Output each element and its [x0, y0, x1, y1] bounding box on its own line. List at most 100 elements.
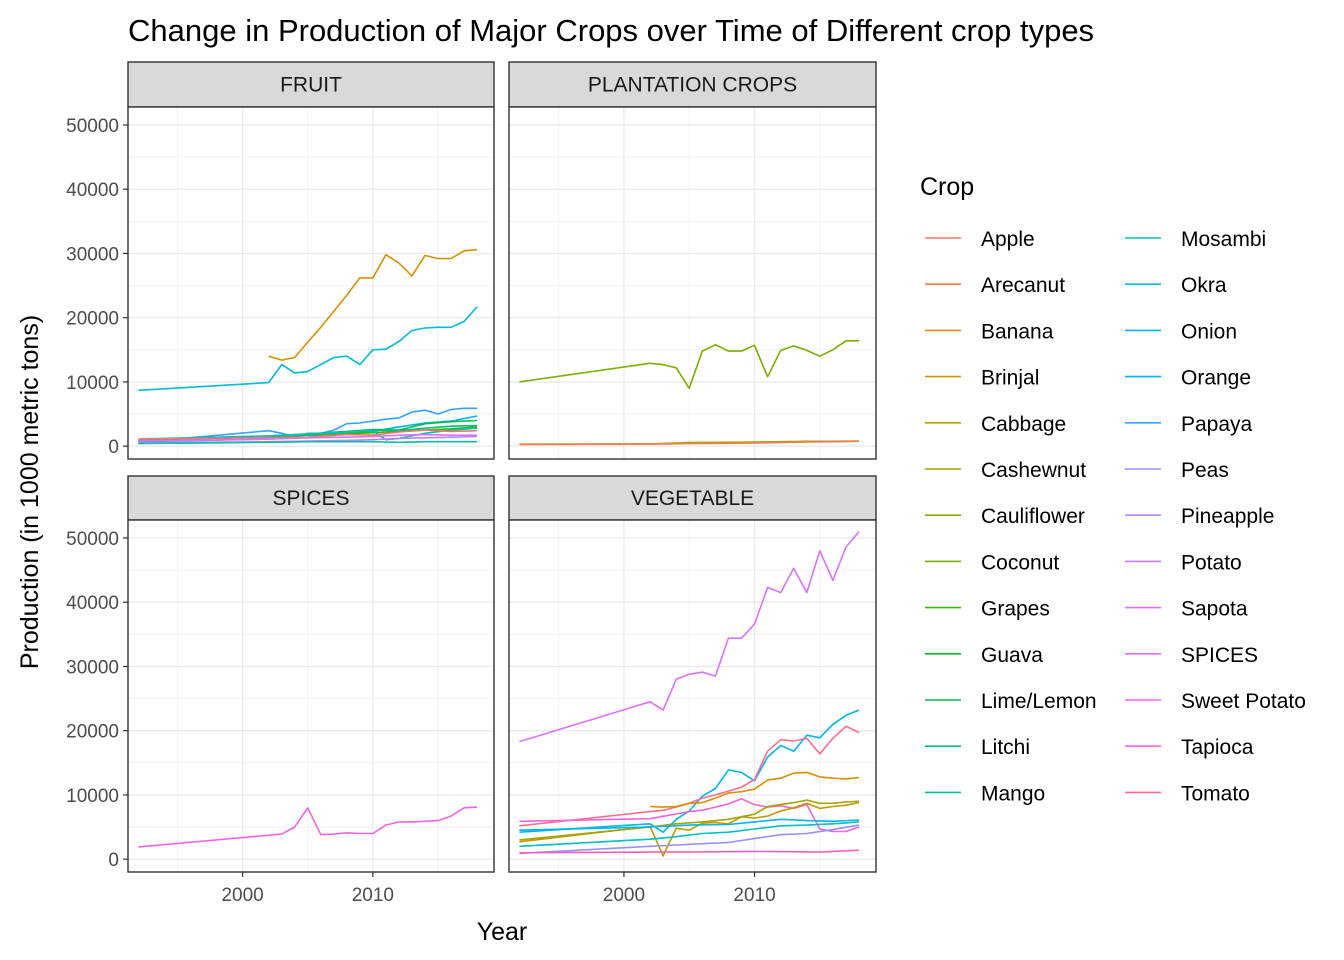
- facet-panel-plantation-crops: PLANTATION CROPS: [508, 61, 877, 460]
- legend-label: Lime/Lemon: [981, 690, 1097, 713]
- y-tick-label: 50000: [66, 529, 119, 550]
- x-tick-label: 2000: [221, 885, 263, 906]
- legend-item-tapioca: Tapioca: [1125, 736, 1254, 759]
- legend-label: Cabbage: [981, 413, 1066, 436]
- legend-label: Cashewnut: [981, 459, 1086, 482]
- facet-strip: [127, 61, 495, 108]
- legend-item-orange: Orange: [1125, 367, 1251, 390]
- x-axis-title: Year: [477, 918, 528, 946]
- panel-background: [509, 520, 876, 872]
- legend-item-apple: Apple: [925, 228, 1035, 251]
- panel-border: [508, 519, 877, 873]
- series-line-vegetable-3: [650, 771, 860, 808]
- legend-label: Orange: [1181, 367, 1251, 390]
- gridlines: [128, 520, 494, 872]
- facet-strip: [127, 475, 495, 521]
- y-tick-label: 30000: [66, 244, 119, 265]
- legend-item-sapota: Sapota: [1125, 598, 1248, 621]
- legend-label: Cauliflower: [981, 505, 1085, 528]
- gridlines: [509, 520, 876, 872]
- series-line-vegetable-0: [519, 531, 860, 743]
- legend-label: Tomato: [1181, 782, 1250, 805]
- gridlines: [509, 107, 876, 459]
- legend-item-tomato: Tomato: [1125, 782, 1250, 805]
- legend-label: Pineapple: [1181, 505, 1274, 528]
- series-line-vegetable-10: [519, 849, 860, 854]
- series-line-vegetable-9: [519, 824, 860, 855]
- legend-item-guava: Guava: [925, 644, 1043, 667]
- series-group: [519, 339, 860, 446]
- legend-item-litchi: Litchi: [925, 736, 1030, 759]
- chart-title: Change in Production of Major Crops over…: [128, 13, 1094, 48]
- legend-label: Potato: [1181, 551, 1242, 574]
- legend-item-potato: Potato: [1125, 551, 1242, 574]
- series-line-vegetable-1: [519, 709, 860, 834]
- series-line-vegetable-5: [519, 801, 860, 857]
- legend-label: Peas: [1181, 459, 1229, 482]
- facet-strip-label: SPICES: [272, 487, 349, 510]
- legend-item-cashewnut: Cashewnut: [925, 459, 1086, 482]
- y-tick-label: 20000: [66, 309, 119, 330]
- series-group: [138, 248, 478, 445]
- series-line-vegetable-7: [519, 818, 860, 831]
- y-axis-title: Production (in 1000 metric tons): [16, 315, 44, 669]
- series-line-fruit-11: [138, 440, 478, 445]
- legend-item-mango: Mango: [925, 782, 1045, 805]
- facet-panel-fruit: FRUIT 0 10000 20000 30000 40000 50000: [66, 61, 495, 460]
- legend-label: Papaya: [1181, 413, 1253, 436]
- x-tick-label: 2010: [733, 885, 775, 906]
- legend-label: Onion: [1181, 320, 1237, 343]
- panel-background: [128, 520, 494, 872]
- legend-item-banana: Banana: [925, 320, 1054, 343]
- y-tick-label: 40000: [66, 180, 119, 201]
- series-line-plantation-crops-0: [519, 339, 859, 390]
- facet-strip-label: PLANTATION CROPS: [588, 74, 797, 97]
- legend-label: Okra: [1181, 274, 1227, 297]
- legend-label: Sweet Potato: [1181, 690, 1306, 713]
- series-line-vegetable-2: [519, 725, 860, 827]
- series-line-fruit-0: [268, 248, 478, 361]
- series-line-fruit-9: [138, 433, 478, 442]
- legend-label: SPICES: [1181, 644, 1258, 667]
- y-tick-label: 50000: [66, 116, 119, 137]
- legend-title: Crop: [920, 173, 974, 201]
- legend-item-peas: Peas: [1125, 459, 1229, 482]
- y-tick-label: 10000: [66, 373, 119, 394]
- y-tick-label: 0: [108, 437, 119, 458]
- legend-label: Sapota: [1181, 598, 1248, 621]
- facet-strip-label: VEGETABLE: [631, 487, 754, 510]
- legend-item-brinjal: Brinjal: [925, 367, 1039, 390]
- y-tick-label: 10000: [66, 786, 119, 807]
- series-line-fruit-8: [138, 429, 478, 440]
- legend-item-papaya: Papaya: [1125, 413, 1253, 436]
- facet-strip-label: FRUIT: [280, 74, 342, 97]
- series-line-plantation-crops-2: [519, 440, 860, 446]
- panel-border: [127, 106, 495, 460]
- legend-item-sweet-potato: Sweet Potato: [1125, 690, 1306, 713]
- x-tick-label: 2010: [352, 885, 394, 906]
- panel-border: [508, 106, 877, 460]
- legend-item-coconut: Coconut: [925, 551, 1059, 574]
- legend-item-cabbage: Cabbage: [925, 413, 1066, 436]
- legend-label: Brinjal: [981, 367, 1039, 390]
- legend-item-cauliflower: Cauliflower: [925, 505, 1085, 528]
- legend-label: Arecanut: [981, 274, 1065, 297]
- legend-item-grapes: Grapes: [925, 598, 1050, 621]
- facet-panel-vegetable: VEGETABLE 2000 2010: [508, 475, 877, 906]
- legend-label: Banana: [981, 320, 1054, 343]
- legend-item-okra: Okra: [1125, 274, 1227, 297]
- legend-label: Mosambi: [1181, 228, 1266, 251]
- legend-label: Litchi: [981, 736, 1030, 759]
- series-group: [519, 531, 860, 857]
- legend-item-arecanut: Arecanut: [925, 274, 1065, 297]
- legend: Crop Apple Arecanut Banana Brinjal Cabbage Ca…: [920, 173, 1306, 805]
- legend-label: Guava: [981, 644, 1043, 667]
- series-line-vegetable-8: [519, 821, 860, 848]
- legend-item-spices: SPICES: [1125, 644, 1258, 667]
- series-group: [138, 806, 478, 848]
- x-tick-label: 2000: [603, 885, 645, 906]
- gridlines: [128, 107, 494, 459]
- facet-panel-spices: SPICES 0 10000 20000 30000 40000 50000 2000 2010: [66, 475, 495, 906]
- legend-label: Coconut: [981, 551, 1059, 574]
- panel-background: [509, 107, 876, 459]
